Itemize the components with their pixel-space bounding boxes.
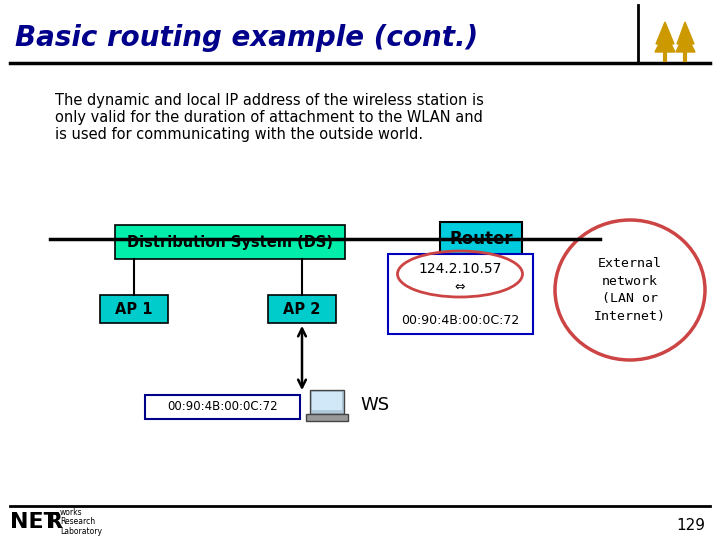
- Text: Research: Research: [60, 517, 95, 526]
- FancyBboxPatch shape: [388, 254, 533, 334]
- Text: R: R: [46, 512, 63, 532]
- Polygon shape: [656, 22, 674, 44]
- Text: Laboratory: Laboratory: [60, 527, 102, 536]
- Text: Distribution System (DS): Distribution System (DS): [127, 234, 333, 249]
- Text: The dynamic and local IP address of the wireless station is: The dynamic and local IP address of the …: [55, 93, 484, 108]
- Text: Router: Router: [449, 230, 513, 248]
- Text: 00:90:4B:00:0C:72: 00:90:4B:00:0C:72: [401, 314, 520, 327]
- Text: ⇔: ⇔: [455, 280, 465, 294]
- Polygon shape: [676, 32, 695, 52]
- Text: works: works: [60, 508, 83, 517]
- FancyBboxPatch shape: [100, 295, 168, 323]
- Text: WS: WS: [360, 396, 389, 414]
- FancyBboxPatch shape: [268, 295, 336, 323]
- Text: only valid for the duration of attachment to the WLAN and: only valid for the duration of attachmen…: [55, 110, 483, 125]
- Text: 129: 129: [676, 517, 705, 532]
- Text: NET: NET: [10, 512, 59, 532]
- Text: Basic routing example (cont.): Basic routing example (cont.): [15, 24, 478, 52]
- FancyBboxPatch shape: [440, 222, 522, 256]
- Ellipse shape: [555, 220, 705, 360]
- Polygon shape: [677, 22, 694, 44]
- FancyBboxPatch shape: [312, 392, 342, 410]
- Text: AP 1: AP 1: [115, 301, 153, 316]
- Text: 00:90:4B:00:0C:72: 00:90:4B:00:0C:72: [167, 401, 278, 414]
- Text: External
network
(LAN or
Internet): External network (LAN or Internet): [594, 257, 666, 323]
- Text: 124.2.10.57: 124.2.10.57: [418, 262, 502, 276]
- FancyBboxPatch shape: [310, 390, 344, 414]
- FancyBboxPatch shape: [145, 395, 300, 419]
- Text: AP 2: AP 2: [283, 301, 320, 316]
- FancyBboxPatch shape: [115, 225, 345, 259]
- Text: is used for communicating with the outside world.: is used for communicating with the outsi…: [55, 127, 423, 142]
- Polygon shape: [655, 32, 675, 52]
- FancyBboxPatch shape: [306, 414, 348, 421]
